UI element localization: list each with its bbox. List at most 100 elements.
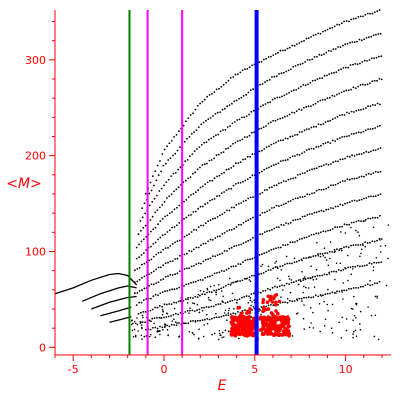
data-point (219, 111, 222, 113)
data-point (176, 224, 178, 227)
data-point (261, 253, 263, 256)
data-point (185, 322, 187, 325)
data-point (216, 235, 219, 238)
highlight-point (243, 323, 247, 327)
data-point (164, 262, 167, 265)
data-point (244, 158, 247, 161)
data-point (311, 192, 313, 195)
data-point (224, 302, 227, 304)
data-point (203, 318, 206, 321)
data-point (183, 200, 185, 203)
data-point (283, 94, 286, 97)
data-point (277, 162, 280, 165)
highlight-point (283, 321, 287, 326)
data-point (360, 131, 362, 134)
data-point (363, 175, 365, 178)
data-point (213, 157, 216, 160)
highlight-point (273, 326, 278, 330)
data-point (268, 250, 270, 252)
data-point (336, 290, 338, 293)
data-point (163, 184, 165, 187)
data-point (301, 196, 304, 198)
data-point (189, 320, 192, 323)
data-point (287, 69, 290, 72)
data-point (327, 288, 329, 291)
data-point (262, 290, 264, 292)
data-point (276, 286, 279, 289)
data-point (300, 40, 303, 43)
data-point (213, 284, 215, 287)
data-point (200, 224, 202, 227)
data-point (232, 76, 235, 78)
data-point (206, 95, 209, 98)
data-point (242, 242, 245, 245)
data-point (213, 332, 216, 335)
data-point (317, 145, 320, 148)
data-point (369, 280, 371, 282)
data-point (258, 254, 261, 256)
data-point (170, 323, 173, 326)
data-point (311, 58, 314, 61)
data-point (334, 140, 336, 143)
data-point (293, 257, 296, 260)
data-point (169, 273, 172, 276)
data-point (274, 285, 276, 288)
data-point (271, 98, 274, 101)
data-point (260, 313, 262, 316)
data-point (168, 289, 171, 291)
data-point (373, 282, 376, 285)
data-point (343, 246, 345, 249)
data-point (188, 331, 191, 333)
data-point (202, 121, 205, 124)
data-point (322, 230, 325, 233)
data-point (308, 235, 310, 238)
data-point (359, 255, 361, 258)
data-point (154, 241, 157, 244)
data-point (377, 55, 380, 58)
data-point (161, 204, 164, 206)
data-point (342, 298, 344, 300)
data-point (281, 264, 284, 267)
data-point (346, 223, 348, 226)
data-point (194, 210, 197, 213)
data-point (380, 238, 383, 240)
data-point (247, 219, 250, 222)
data-point (134, 292, 136, 295)
data-point (346, 135, 348, 138)
data-point (369, 217, 372, 220)
data-point (336, 226, 339, 229)
data-point (168, 212, 171, 215)
data-point (300, 297, 303, 300)
data-point (261, 191, 264, 194)
data-point (297, 312, 299, 314)
data-point (323, 74, 326, 77)
data-point (367, 172, 370, 175)
data-point (137, 313, 140, 315)
data-point (243, 296, 246, 298)
data-point (260, 272, 263, 275)
data-point (206, 276, 209, 278)
data-point (167, 315, 170, 318)
data-point (323, 273, 326, 276)
data-point (358, 176, 361, 179)
data-point (225, 268, 228, 271)
data-point (227, 312, 229, 314)
data-point (340, 247, 343, 250)
data-point (134, 281, 136, 283)
highlight-point (237, 331, 242, 336)
data-point (158, 305, 161, 307)
data-point (350, 133, 353, 135)
data-point (237, 182, 240, 184)
data-point (300, 280, 302, 283)
data-point (239, 71, 242, 74)
data-point (354, 266, 357, 268)
data-point (337, 69, 340, 72)
data-point (265, 251, 268, 254)
data-point (187, 117, 190, 119)
data-point (232, 165, 235, 168)
data-point (140, 311, 142, 314)
data-point (136, 323, 139, 326)
data-point (376, 125, 379, 128)
data-point (352, 265, 354, 268)
